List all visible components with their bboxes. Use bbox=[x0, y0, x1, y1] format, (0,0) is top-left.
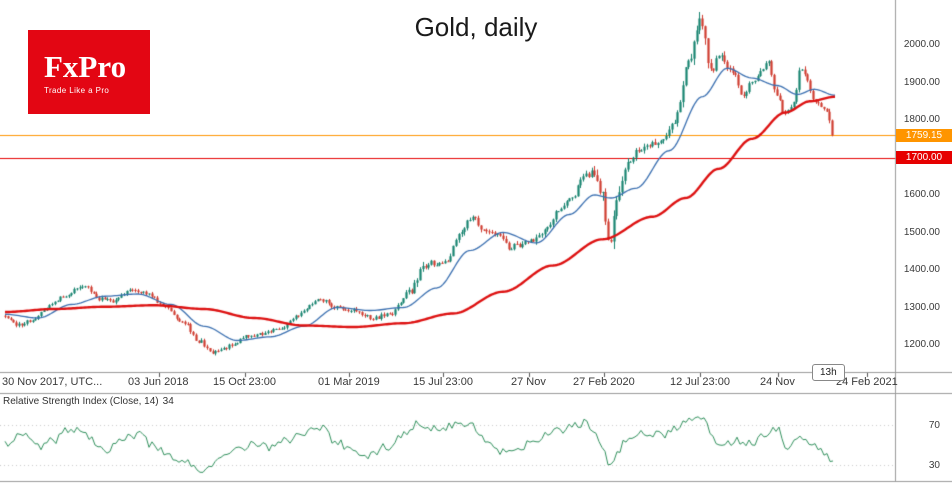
time-axis-label: 12 Jul 23:00 bbox=[670, 376, 730, 388]
price-axis-label: 1200.00 bbox=[903, 339, 940, 350]
rsi-label-text: Relative Strength Index (Close, 14) bbox=[3, 396, 159, 407]
bar-countdown-badge: 13h bbox=[812, 364, 845, 381]
time-axis-label: 01 Mar 2019 bbox=[318, 376, 380, 388]
time-axis-label: 27 Feb 2020 bbox=[573, 376, 635, 388]
price-axis-label: 1500.00 bbox=[903, 226, 940, 238]
time-axis-label: 27 Nov bbox=[511, 376, 546, 388]
price-axis-label: 1900.00 bbox=[903, 76, 940, 88]
time-axis-label: 24 Nov bbox=[760, 376, 795, 388]
fxpro-logo-text: FxPro bbox=[44, 49, 127, 84]
time-axis-label: 24 Feb 2021 bbox=[836, 376, 898, 388]
rsi-axis-label: 30 bbox=[928, 460, 940, 471]
fxpro-logo-tagline: Trade Like a Pro bbox=[44, 86, 110, 95]
rsi-current-value: 34 bbox=[162, 396, 174, 407]
price-axis-label: 1400.00 bbox=[903, 264, 940, 275]
rsi-axis-label: 70 bbox=[928, 420, 940, 431]
price-axis-label: 2000.00 bbox=[903, 39, 940, 50]
time-axis-label: 30 Nov 2017, UTC... bbox=[2, 376, 103, 388]
time-axis-label: 03 Jun 2018 bbox=[128, 376, 189, 388]
support-level-badge: 1700.00 bbox=[896, 151, 952, 164]
price-axis-label: 1300.00 bbox=[903, 301, 940, 313]
time-axis-label: 15 Oct 23:00 bbox=[213, 376, 276, 388]
rsi-indicator-label: Relative Strength Index (Close, 14) 34 bbox=[3, 396, 174, 407]
last-price-badge: 1759.15 bbox=[896, 129, 952, 142]
time-axis-label: 15 Jul 23:00 bbox=[413, 376, 473, 388]
price-axis-label: 1600.00 bbox=[903, 189, 940, 200]
fxpro-logo: FxPro Trade Like a Pro bbox=[28, 30, 150, 114]
price-axis-label: 1800.00 bbox=[903, 114, 940, 125]
